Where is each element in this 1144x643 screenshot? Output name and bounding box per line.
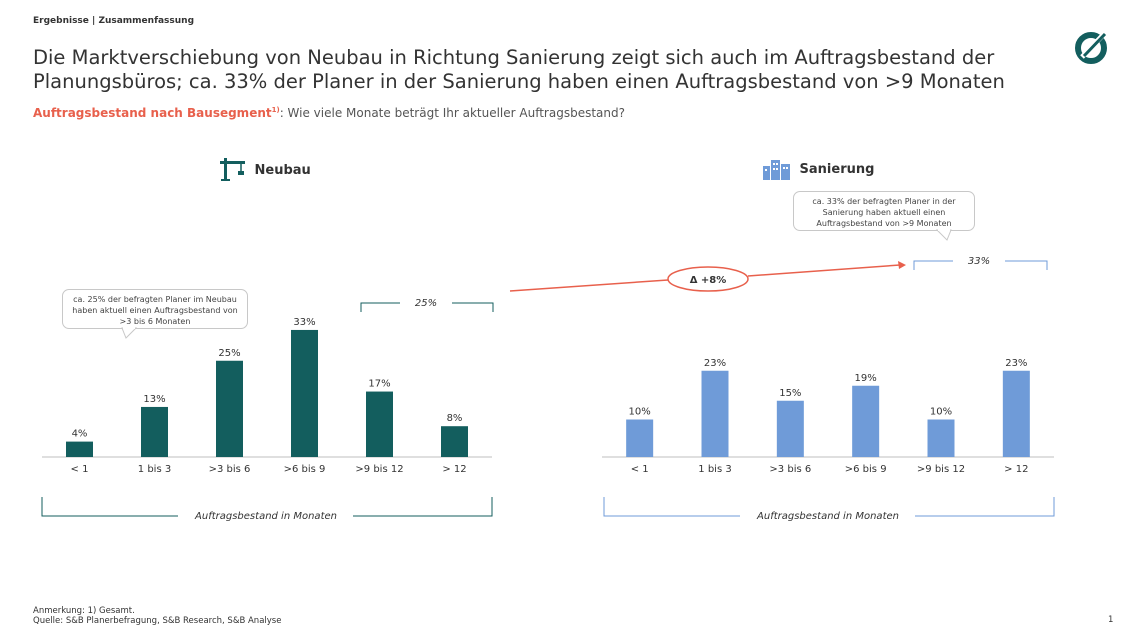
neubau-bar-value-label: 8% — [447, 413, 463, 424]
sanierung-bar — [852, 385, 880, 457]
page-title-line-2: Planungsbüros; ca. 33% der Planer in der… — [33, 70, 1005, 93]
sanierung-category-label: >6 bis 9 — [845, 464, 887, 475]
sanierung-bar — [626, 419, 654, 457]
sanierung-category-label: 1 bis 3 — [698, 464, 731, 475]
subtitle-highlight: Auftragsbestand nach Bausegment — [33, 106, 272, 120]
sanierung-category-label: < 1 — [631, 464, 649, 475]
sanierung-bar-value-label: 10% — [629, 407, 651, 418]
sanierung-bar — [1002, 370, 1030, 457]
sanierung-bar-value-label: 15% — [779, 388, 801, 399]
sanierung-bar-value-label: 10% — [930, 407, 952, 418]
sanierung-category-label: >9 bis 12 — [917, 464, 965, 475]
neubau-category-label: >3 bis 6 — [209, 464, 251, 475]
sanierung-category-label: >3 bis 6 — [769, 464, 811, 475]
neubau-bar — [216, 360, 243, 457]
neubau-bracket-label: 25% — [415, 298, 437, 309]
neubau-caption-bracket-left — [41, 497, 178, 517]
page-title-line-1: Die Marktverschiebung von Neubau in Rich… — [33, 46, 995, 69]
sanierung-bar-value-label: 23% — [704, 358, 726, 369]
neubau-chart: 4% < 1 13% 1 bis 3 25% >3 bis 6 33% >6 bis 9 17%… — [42, 317, 492, 475]
sanierung-bracket-right — [1005, 260, 1048, 270]
sanierung-bracket-label: 33% — [968, 256, 990, 267]
neubau-bar — [366, 391, 393, 457]
delta-arrow-head — [898, 261, 906, 269]
footnote: Anmerkung: 1) Gesamt. — [33, 606, 135, 616]
neubau-axis-caption: Auftragsbestand in Monaten — [194, 511, 337, 522]
circle-slash-logo-icon — [1075, 32, 1107, 64]
sanierung-caption-bracket-left — [603, 497, 740, 517]
neubau-header: Neubau — [220, 158, 311, 182]
sanierung-bar — [701, 370, 729, 457]
sanierung-callout: ca. 33% der befragten Planer in der Sani… — [793, 191, 975, 231]
sanierung-axis-caption: Auftragsbestand in Monaten — [756, 511, 899, 522]
neubau-bar-value-label: 13% — [143, 394, 165, 405]
neubau-category-label: > 12 — [442, 464, 466, 475]
subtitle: Auftragsbestand nach Bausegment1): Wie v… — [33, 106, 625, 120]
buildings-icon — [763, 160, 790, 180]
sanierung-bar-value-label: 23% — [1005, 358, 1027, 369]
neubau-bar — [66, 441, 93, 457]
crane-icon — [220, 158, 245, 181]
neubau-category-label: >9 bis 12 — [355, 464, 403, 475]
neubau-caption-bracket-right — [353, 497, 493, 517]
subtitle-question: : Wie viele Monate beträgt Ihr aktueller… — [279, 106, 625, 120]
subtitle-footnote-marker: 1) — [271, 106, 280, 114]
page-number: 1 — [1108, 615, 1114, 625]
neubau-title: Neubau — [254, 162, 311, 178]
sanierung-bar — [927, 419, 955, 457]
neubau-bar — [141, 406, 168, 457]
delta-label: Δ +8% — [690, 275, 727, 286]
sanierung-bracket-left — [913, 260, 953, 270]
sanierung-chart: 10% < 1 23% 1 bis 3 15% >3 bis 6 19% >6 bis 9 10… — [602, 358, 1054, 475]
sanierung-category-label: > 12 — [1004, 464, 1028, 475]
neubau-category-label: >6 bis 9 — [284, 464, 326, 475]
neubau-bracket-left — [360, 302, 400, 312]
neubau-category-label: < 1 — [71, 464, 89, 475]
sanierung-title: Sanierung — [799, 161, 875, 177]
sanierung-caption-bracket-right — [915, 497, 1055, 517]
sanierung-bar-value-label: 19% — [855, 373, 877, 384]
neubau-bar — [291, 329, 318, 457]
neubau-callout-tail — [121, 327, 138, 339]
kicker-label: Ergebnisse | Zusammenfassung — [33, 16, 195, 26]
sanierung-header: Sanierung — [763, 158, 874, 180]
neubau-callout: ca. 25% der befragten Planer im Neubau h… — [62, 289, 248, 329]
sanierung-bar — [776, 400, 804, 457]
delta-arrow-line-left — [509, 279, 669, 292]
delta-badge — [667, 266, 749, 292]
neubau-bar-value-label: 33% — [293, 317, 315, 328]
neubau-bar-value-label: 4% — [72, 429, 88, 440]
neubau-bar — [441, 426, 468, 457]
source-note: Quelle: S&B Planerbefragung, S&B Researc… — [33, 616, 282, 626]
neubau-bracket-right — [452, 302, 494, 312]
sanierung-callout-tail — [935, 229, 952, 241]
delta-arrow-line-right — [747, 264, 901, 277]
neubau-category-label: 1 bis 3 — [138, 464, 171, 475]
neubau-bar-value-label: 17% — [368, 379, 390, 390]
neubau-bar-value-label: 25% — [218, 348, 240, 359]
